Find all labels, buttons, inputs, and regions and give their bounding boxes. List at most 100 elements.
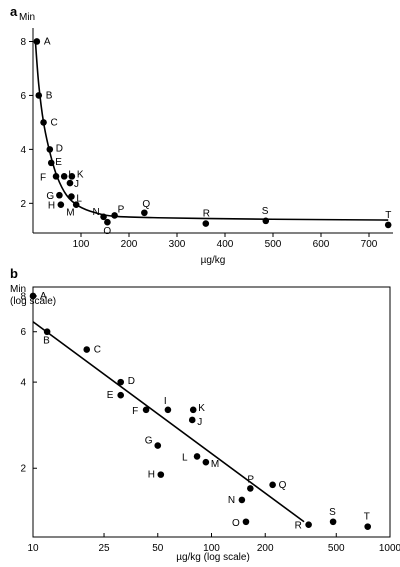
panel-b-point-label: S: [329, 507, 336, 518]
panel-a-point-P: [111, 212, 118, 219]
panel-b-point-K: [189, 406, 197, 414]
panel-a-y-ticks: 2 4 6 8: [20, 37, 33, 210]
panel-b-point-label: C: [94, 345, 101, 356]
panel-a-point-label: L: [76, 194, 82, 205]
panel-a-point-M: [72, 201, 80, 208]
panel-b-point-R: [305, 521, 312, 528]
panel-a-point-H: [57, 201, 65, 208]
panel-b-x-tick-label: 100: [203, 543, 220, 554]
panel-a-point-label: Q: [142, 199, 150, 210]
panel-a-point-label: C: [51, 117, 58, 128]
panel-a-axes: [32, 28, 393, 234]
panel-a-point-label: K: [77, 169, 84, 180]
panel-b-point-label: P: [247, 474, 254, 485]
panel-a-point-O: [104, 218, 111, 226]
panel-a-point-label: P: [118, 204, 125, 215]
panel-a-point-label: J: [74, 179, 79, 190]
panel-b-letter: b: [10, 266, 18, 281]
panel-a-point-label: N: [93, 207, 100, 218]
panel-a-point-label: T: [385, 210, 391, 221]
panel-b-frame: [32, 286, 391, 538]
panel-b-point-M: [202, 458, 210, 466]
panel-b-point-label: E: [107, 390, 114, 401]
panel-b-point-A: [29, 292, 37, 300]
panel-b-point-F: [142, 406, 150, 414]
panel-b-y-tick-label: 6: [20, 327, 26, 338]
panel-a-point-label: D: [56, 143, 63, 154]
panel-a-point-G: [56, 191, 63, 199]
panel-b-x-tick-label: 1000: [379, 543, 400, 554]
panel-b-point-label: H: [148, 470, 155, 481]
panel-a-y-tick-label: 4: [20, 145, 26, 156]
panel-a-x-tick-label: 100: [73, 239, 90, 250]
panel-b-y-tick-label: 2: [20, 464, 26, 475]
panel-a-point-R: [202, 220, 210, 227]
panel-a-point-label: E: [55, 157, 62, 168]
panel-b-point-label: L: [182, 452, 188, 463]
panel-a: a Min µg/kg 2 4 6 8 100 200 300 400 500 600 700 A…: [10, 4, 393, 266]
panel-a-x-tick-label: 500: [265, 239, 282, 250]
panel-a-x-tick-label: 600: [313, 239, 330, 250]
panel-b-x-tick-label: 500: [328, 543, 345, 554]
panel-b-y-ticks: 2 4 6 8: [20, 291, 37, 475]
panel-b-point-O: [242, 518, 250, 526]
panel-b-point-label: M: [211, 459, 219, 470]
panel-b-point-label: B: [43, 336, 50, 347]
panel-b-point-E: [117, 391, 125, 399]
panel-a-point-label: G: [46, 191, 54, 202]
panel-b-point-label: F: [132, 406, 138, 417]
panel-b-point-P: [247, 485, 254, 492]
panel-b-point-label: R: [295, 521, 302, 532]
panel-b-point-label: Q: [279, 480, 287, 491]
panel-a-point-L: [68, 193, 75, 200]
panel-a-letter: a: [10, 4, 18, 19]
panel-a-point-D: [46, 146, 54, 153]
panel-a-point-label: O: [103, 226, 111, 237]
panel-b-point-label: D: [128, 376, 135, 387]
panel-b-y-tick-label: 4: [20, 378, 26, 389]
panel-b-x-ticks: 10 25 50 100 200 500 1000: [27, 533, 400, 554]
panel-b-point-L: [193, 453, 201, 460]
panel-b-point-H: [157, 471, 165, 478]
panel-b-point-C: [83, 346, 91, 353]
panel-b-xlabel: µg/kg (log scale): [176, 552, 250, 563]
panel-b-point-label: J: [197, 417, 202, 428]
panel-a-point-label: S: [262, 206, 269, 217]
panel-a-point-E: [47, 159, 55, 167]
panel-a-y-tick-label: 6: [20, 91, 26, 102]
panel-a-point-label: H: [48, 201, 55, 212]
panel-b-points: A B C D E F G H I JK L M N O P Q R S T: [29, 291, 371, 532]
panel-a-point-label: A: [44, 36, 51, 47]
panel-b-point-B: [43, 328, 51, 336]
panel-b-point-G: [154, 442, 162, 449]
panel-b-x-tick-label: 10: [27, 543, 39, 554]
panel-a-point-label: M: [66, 208, 74, 219]
panel-a-x-tick-label: 400: [217, 239, 234, 250]
panel-a-x-tick-label: 300: [169, 239, 186, 250]
panel-b-x-tick-label: 50: [152, 543, 164, 554]
panel-b-point-label: K: [198, 403, 205, 414]
panel-a-point-I: [60, 173, 68, 180]
panel-b-point-Q: [269, 481, 276, 489]
panel-a-point-J: [66, 179, 74, 187]
panel-b-axes: [32, 286, 391, 538]
panel-a-point-Q: [141, 209, 148, 217]
panel-b-point-label: A: [40, 291, 47, 302]
panel-a-x-ticks: 100 200 300 400 500 600 700: [73, 233, 378, 250]
panel-a-y-tick-label: 8: [20, 37, 26, 48]
panel-a-ylabel: Min: [19, 12, 35, 23]
panel-a-point-label: R: [203, 209, 210, 220]
panel-a-y-tick-label: 2: [20, 199, 26, 210]
panel-a-x-tick-label: 700: [361, 239, 378, 250]
panel-a-point-B: [35, 92, 43, 99]
panel-a-point-A: [33, 38, 41, 45]
panel-b-x-tick-label: 25: [98, 543, 110, 554]
panel-a-x-tick-label: 200: [121, 239, 138, 250]
panel-b-x-tick-label: 200: [257, 543, 274, 554]
panel-b-point-J: [188, 416, 196, 424]
panel-b-y-tick-label: 8: [20, 291, 26, 302]
panel-b-ylabel: Min: [10, 284, 26, 295]
panel-a-point-label: F: [40, 172, 46, 183]
panel-b-point-N: [238, 496, 246, 504]
panel-b-point-label: N: [228, 495, 235, 506]
